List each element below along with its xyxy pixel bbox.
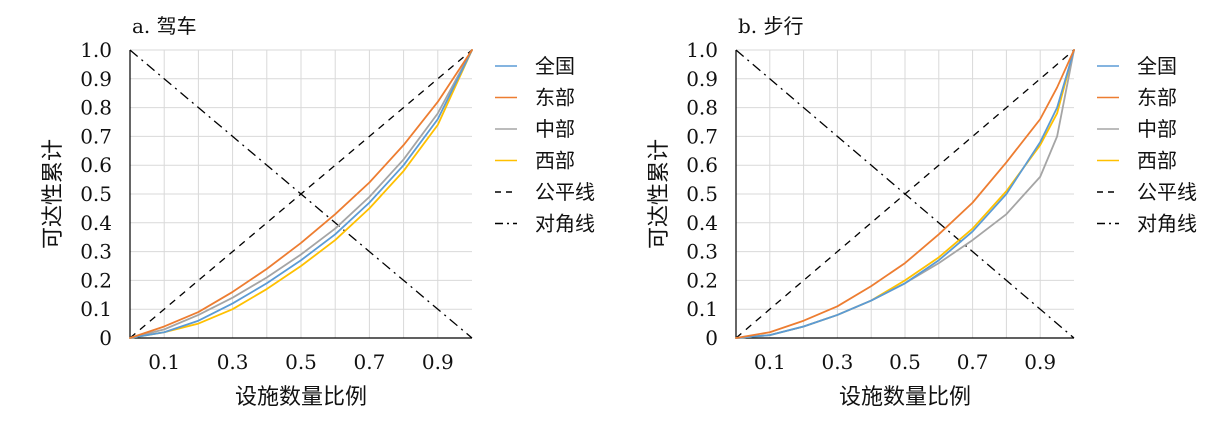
y-axis-label: 可达性累计 xyxy=(41,139,66,249)
y-tick-label: 0.4 xyxy=(80,211,112,235)
y-axis-label: 可达性累计 xyxy=(647,139,672,249)
legend-label: 西部 xyxy=(535,149,575,173)
y-tick-label: 0 xyxy=(705,326,718,350)
y-tick-label: 0.2 xyxy=(80,268,112,292)
panel-walking: 0 0.1 0.2 0.3 0.4 0.5 0.6 0.7 0.8 0.9 1.0 0.1 0.3 0.5… xyxy=(647,14,1197,410)
x-axis-label: 设施数量比例 xyxy=(839,385,971,410)
y-tick-label: 0.2 xyxy=(686,268,718,292)
driving-panel-title: a. 驾车 xyxy=(132,14,197,38)
series-line-3 xyxy=(129,49,473,339)
x-tick-label: 0.3 xyxy=(217,350,249,374)
x-tick-label: 0.9 xyxy=(422,350,454,374)
y-tick-label: 0.5 xyxy=(686,182,718,206)
x-tick-label: 0.9 xyxy=(1024,350,1056,374)
legend-label: 东部 xyxy=(535,86,575,110)
y-tick-label: 0.1 xyxy=(80,297,112,321)
y-tick-label: 0.7 xyxy=(80,124,112,148)
y-tick-label: 0.4 xyxy=(686,211,718,235)
legend-label: 公平线 xyxy=(1137,180,1197,204)
series-line-1 xyxy=(129,49,473,339)
y-tick-label: 0.3 xyxy=(686,240,718,264)
x-tick-label: 0.1 xyxy=(148,350,180,374)
x-tick-label: 0.1 xyxy=(754,350,786,374)
y-tick-label: 0.6 xyxy=(686,153,718,177)
x-tick-label: 0.7 xyxy=(957,350,989,374)
y-tick-label: 0.9 xyxy=(80,67,112,91)
legend-label: 中部 xyxy=(1137,117,1177,141)
y-tick-label: 0.8 xyxy=(80,96,112,120)
legend-label: 全国 xyxy=(535,54,575,78)
legend-label: 公平线 xyxy=(535,180,595,204)
series-line-0 xyxy=(735,49,1075,339)
y-tick-label: 0.1 xyxy=(686,297,718,321)
y-tick-label: 0.5 xyxy=(80,182,112,206)
series-line-5 xyxy=(129,49,473,339)
walking-panel-title: b. 步行 xyxy=(738,14,804,38)
legend-label: 对角线 xyxy=(535,212,595,236)
y-tick-label: 1.0 xyxy=(686,38,718,62)
x-axis-label: 设施数量比例 xyxy=(235,385,367,410)
panel-driving: 0 0.1 0.2 0.3 0.4 0.5 0.6 0.7 0.8 0.9 1.0 0.1 0.3 0.5… xyxy=(41,14,595,410)
y-tick-label: 0.9 xyxy=(686,67,718,91)
y-tick-label: 0 xyxy=(99,326,112,350)
x-tick-label: 0.7 xyxy=(353,350,385,374)
legend-label: 全国 xyxy=(1137,54,1177,78)
y-tick-label: 0.6 xyxy=(80,153,112,177)
x-tick-label: 0.5 xyxy=(285,350,317,374)
legend-label: 中部 xyxy=(535,117,575,141)
x-tick-label: 0.3 xyxy=(821,350,853,374)
series-line-2 xyxy=(129,49,473,339)
x-tick-label: 0.5 xyxy=(889,350,921,374)
y-tick-label: 0.3 xyxy=(80,240,112,264)
y-tick-label: 0.7 xyxy=(686,124,718,148)
y-tick-label: 1.0 xyxy=(80,38,112,62)
series-line-0 xyxy=(129,49,473,339)
legend-label: 西部 xyxy=(1137,149,1177,173)
legend-label: 东部 xyxy=(1137,86,1177,110)
series-line-5 xyxy=(735,49,1075,339)
series-line-1 xyxy=(735,49,1075,339)
y-tick-label: 0.8 xyxy=(686,96,718,120)
legend-label: 对角线 xyxy=(1137,212,1197,236)
